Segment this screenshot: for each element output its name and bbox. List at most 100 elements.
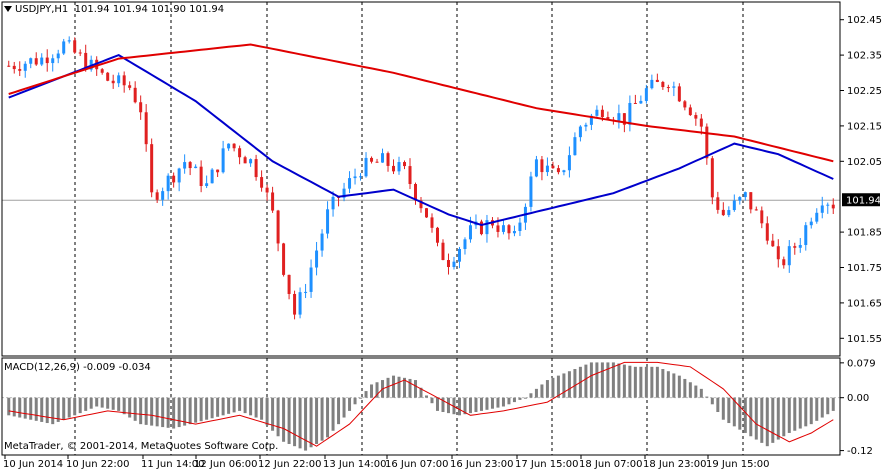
macd-histogram-bar xyxy=(562,373,566,398)
macd-histogram-bar xyxy=(551,377,555,398)
macd-histogram-bar xyxy=(419,387,423,398)
candle-body xyxy=(479,221,483,235)
candle-body xyxy=(364,157,368,177)
macd-histogram-bar xyxy=(45,397,49,424)
macd-histogram-bar xyxy=(348,397,352,411)
candle-body xyxy=(782,259,786,266)
macd-histogram-bar xyxy=(727,397,731,424)
chart-frame xyxy=(1,1,841,456)
macd-histogram-bar xyxy=(392,375,396,398)
candle-body xyxy=(441,242,445,261)
fast-moving-average-line xyxy=(8,53,834,227)
macd-histogram-bar xyxy=(331,397,335,431)
price-chart[interactable] xyxy=(7,36,835,320)
candle-body xyxy=(342,188,346,198)
macd-histogram-bar xyxy=(446,397,450,414)
time-tick-label: 10 Jun 22:00 xyxy=(66,459,130,470)
macd-histogram-bar xyxy=(359,397,363,399)
macd-histogram-bar xyxy=(688,382,692,398)
macd-histogram-bar xyxy=(556,375,560,398)
macd-signal-line xyxy=(8,361,834,447)
macd-histogram-bar xyxy=(831,397,835,411)
candle-body xyxy=(815,212,819,222)
price-axis[interactable]: 102.45 102.35 102.25 102.15 102.05 101.85 101.… xyxy=(840,15,882,345)
macd-histogram-bar xyxy=(545,380,549,398)
macd-histogram-bar xyxy=(633,366,637,398)
candle-body xyxy=(771,240,775,247)
macd-tick-label: 0.00 xyxy=(847,393,869,404)
time-tick-label: 17 Jun 15:00 xyxy=(515,459,579,470)
macd-histogram-bar xyxy=(216,397,220,417)
candle-body xyxy=(254,159,258,178)
macd-histogram-bar xyxy=(315,397,319,444)
candle-body xyxy=(710,158,714,198)
macd-histogram-bar xyxy=(122,397,126,415)
macd-histogram-bar xyxy=(89,397,93,409)
macd-histogram-bar xyxy=(40,397,44,422)
symbol-label: USDJPY,H1 xyxy=(15,4,69,15)
macd-histogram-bar xyxy=(243,397,247,414)
macd-histogram-bar xyxy=(117,397,121,411)
candle-body xyxy=(34,58,38,65)
macd-histogram-bar xyxy=(199,397,203,422)
candle-body xyxy=(12,65,16,70)
candle-body xyxy=(529,176,533,207)
macd-histogram-bar xyxy=(567,371,571,398)
candle-body xyxy=(446,260,450,268)
candle-body xyxy=(392,165,396,172)
macd-histogram-bar xyxy=(73,397,77,416)
macd-histogram-bar xyxy=(139,397,143,425)
macd-indicator[interactable] xyxy=(7,361,835,451)
candle-body xyxy=(51,58,55,64)
candle-body xyxy=(578,126,582,138)
macd-histogram-bar xyxy=(260,397,264,420)
candle-body xyxy=(67,40,71,42)
macd-histogram-bar xyxy=(518,397,522,400)
candle-body xyxy=(804,225,808,246)
candle-body xyxy=(331,196,335,210)
candle-body xyxy=(260,177,264,188)
macd-histogram-bar xyxy=(370,384,374,398)
macd-histogram-bar xyxy=(776,397,780,440)
macd-histogram-bar xyxy=(540,384,544,398)
macd-histogram-bar xyxy=(496,397,500,408)
candle-body xyxy=(111,80,115,84)
candle-body xyxy=(271,192,275,211)
candle-body xyxy=(320,233,324,251)
macd-histogram-bar xyxy=(408,378,412,398)
time-tick-label: 11 Jun 14:00 xyxy=(141,459,205,470)
candle-body xyxy=(589,115,593,125)
macd-histogram-bar xyxy=(353,397,357,405)
macd-histogram-bar xyxy=(435,397,439,411)
macd-histogram-bar xyxy=(463,397,467,415)
macd-histogram-bar xyxy=(584,364,588,398)
candle-body xyxy=(435,227,439,243)
candle-body xyxy=(293,293,297,315)
candle-body xyxy=(562,170,566,173)
macd-histogram-bar xyxy=(644,366,648,398)
candle-body xyxy=(315,250,319,268)
collapse-triangle-icon[interactable] xyxy=(4,6,12,12)
macd-histogram-bar xyxy=(798,397,802,429)
candle-body xyxy=(353,176,357,179)
macd-histogram-bar xyxy=(414,380,418,398)
macd-histogram-bar xyxy=(606,362,610,398)
candle-body xyxy=(683,101,687,108)
macd-histogram-bar xyxy=(78,397,82,414)
macd-histogram-bar xyxy=(479,397,483,411)
candle-body xyxy=(831,204,835,209)
macd-histogram-bar xyxy=(100,397,104,408)
macd-chart-border xyxy=(1,357,841,456)
candle-body xyxy=(150,144,154,193)
candle-body xyxy=(501,225,505,232)
macd-histogram-bar xyxy=(12,397,16,417)
macd-histogram-bar xyxy=(441,397,445,413)
price-tick-label: 101.85 xyxy=(847,228,882,239)
candle-body xyxy=(424,208,428,218)
macd-histogram-bar xyxy=(738,397,742,430)
candle-body xyxy=(199,166,203,187)
candle-body xyxy=(468,225,472,240)
macd-histogram-bar xyxy=(188,397,192,425)
